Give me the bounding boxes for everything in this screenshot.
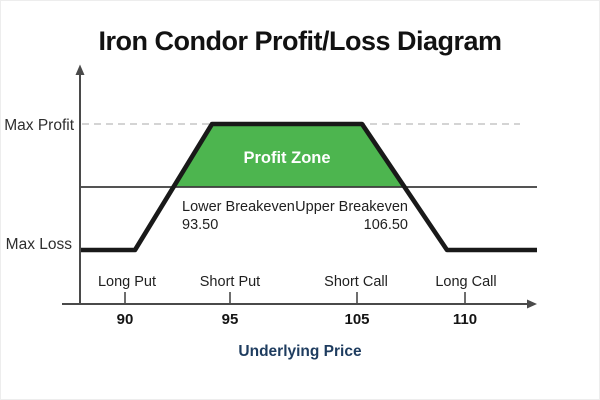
- x-tick-label-95: 95: [222, 311, 239, 328]
- profit-zone-label: Profit Zone: [243, 149, 330, 167]
- strike-label-short-put: Short Put: [200, 274, 260, 290]
- x-tick-label-110: 110: [453, 311, 477, 328]
- arrow-up-icon: [75, 64, 85, 75]
- arrow-right-icon: [527, 299, 537, 309]
- upper-breakeven-label: Upper Breakeven: [295, 199, 408, 215]
- strike-label-long-put: Long Put: [98, 274, 156, 290]
- x-tick-label-105: 105: [344, 311, 369, 328]
- max-loss-label: Max Loss: [6, 236, 73, 253]
- upper-breakeven-value: 106.50: [364, 217, 408, 233]
- payoff-line: [80, 121, 537, 253]
- lower-breakeven-value: 93.50: [182, 217, 218, 233]
- chart-title: Iron Condor Profit/Loss Diagram: [98, 26, 502, 56]
- strike-label-long-call: Long Call: [435, 274, 496, 290]
- profit-zone-area: [173, 124, 405, 187]
- strike-label-short-call: Short Call: [324, 274, 388, 290]
- lower-breakeven-label: Lower Breakeven: [182, 199, 295, 215]
- x-axis-title: Underlying Price: [238, 343, 362, 360]
- max-profit-label: Max Profit: [4, 117, 74, 134]
- x-tick-label-90: 90: [117, 311, 134, 328]
